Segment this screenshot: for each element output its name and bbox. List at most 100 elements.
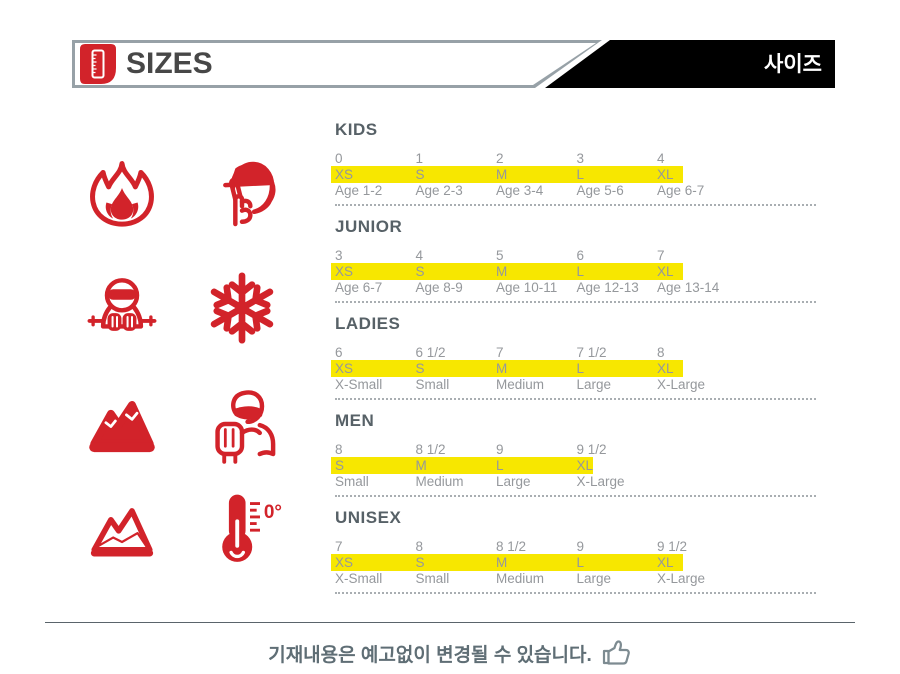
size-label-row: X-Small Small Medium Large X-Large xyxy=(335,571,816,587)
size-number: 9 xyxy=(496,442,504,457)
size-code: L xyxy=(576,555,585,570)
mountain-peaks-outline-icon xyxy=(82,492,162,572)
size-section-title: KIDS xyxy=(335,120,378,139)
size-number: 7 xyxy=(496,345,504,360)
size-number-row: 7 8 8 1/2 9 9 1/2 xyxy=(335,539,816,555)
skier-icon xyxy=(82,272,162,352)
size-label: Age 13-14 xyxy=(657,280,720,295)
size-code: XL xyxy=(576,458,594,473)
size-label: Medium xyxy=(415,474,464,489)
size-code: XL xyxy=(657,264,674,279)
size-number: 6 xyxy=(335,345,343,360)
thumbs-up-icon xyxy=(602,640,630,665)
size-label-row: Age 6-7 Age 8-9 Age 10-11 Age 12-13 Age 13-1… xyxy=(335,280,816,296)
size-label: X-Small xyxy=(335,571,383,586)
size-code: XS xyxy=(335,264,354,279)
size-code: S xyxy=(415,361,425,376)
size-code: L xyxy=(576,361,585,376)
size-number-row: 0 1 2 3 4 xyxy=(335,151,816,167)
size-section-title: LADIES xyxy=(335,314,401,333)
size-number: 3 xyxy=(576,151,585,166)
size-number: 6 xyxy=(576,248,585,263)
size-label: Small xyxy=(415,377,450,392)
size-label-row: X-Small Small Medium Large X-Large xyxy=(335,377,816,393)
size-label: Age 2-3 xyxy=(415,183,463,198)
size-code: XS xyxy=(335,361,354,376)
yellow-highlight-bar xyxy=(331,263,683,280)
size-number: 6 1/2 xyxy=(415,345,446,360)
flame-icon xyxy=(82,158,162,238)
footer-notice: 기재내용은 예고없이 변경될 수 있습니다. xyxy=(268,644,592,666)
size-code: M xyxy=(496,264,508,279)
size-code-row: XS S M L XL xyxy=(331,360,816,377)
size-section: MEN 8 8 1/2 9 9 1/2 S M L XL Small Medium Large X… xyxy=(331,411,816,497)
size-section: JUNIOR 3 4 5 6 7 XS S M L XL Age 6-7 Age 8-9 Age 1… xyxy=(331,217,816,303)
footer: 기재내용은 예고없이 변경될 수 있습니다. xyxy=(0,632,900,674)
size-code: S xyxy=(335,458,345,473)
size-number: 9 1/2 xyxy=(657,539,688,554)
size-code-row: XS S M L XL xyxy=(331,554,816,571)
yellow-highlight-bar xyxy=(331,457,593,474)
mountain-peaks-filled-icon xyxy=(82,386,162,466)
size-number: 7 xyxy=(335,539,343,554)
size-label: Medium xyxy=(496,571,545,586)
size-code: L xyxy=(496,458,504,473)
size-code: XL xyxy=(657,361,674,376)
size-number: 1 xyxy=(415,151,424,166)
dotted-separator xyxy=(335,204,816,206)
size-number-row: 6 6 1/2 7 7 1/2 8 xyxy=(335,345,816,361)
size-number: 8 xyxy=(657,345,665,360)
size-number: 0 xyxy=(335,151,343,166)
size-label: Large xyxy=(496,474,531,489)
size-code: L xyxy=(576,167,585,182)
ruler-icon xyxy=(80,44,116,84)
size-code: S xyxy=(415,167,425,182)
yellow-highlight-bar xyxy=(331,166,683,183)
size-label: Small xyxy=(335,474,369,489)
size-code: M xyxy=(496,167,508,182)
size-number: 7 xyxy=(657,248,665,263)
size-code: L xyxy=(576,264,585,279)
size-label: Large xyxy=(576,377,612,392)
snowflake-icon xyxy=(202,268,282,348)
size-number: 8 xyxy=(415,539,424,554)
size-number: 7 1/2 xyxy=(576,345,607,360)
size-number: 4 xyxy=(657,151,665,166)
size-number: 8 1/2 xyxy=(415,442,446,457)
size-label: Age 6-7 xyxy=(335,280,383,295)
yellow-highlight-bar xyxy=(331,554,683,571)
size-label: Medium xyxy=(496,377,545,392)
footer-divider xyxy=(45,622,855,623)
size-code: XS xyxy=(335,555,354,570)
size-number: 5 xyxy=(496,248,504,263)
size-label-row: Age 1-2 Age 2-3 Age 3-4 Age 5-6 Age 6-7 xyxy=(335,183,816,199)
page-title: SIZES xyxy=(126,47,213,80)
size-section-title: MEN xyxy=(335,411,375,430)
korean-title: 사이즈 xyxy=(764,53,822,76)
size-code: XL xyxy=(657,167,674,182)
size-code: XS xyxy=(335,167,354,182)
size-label: Large xyxy=(576,571,612,586)
size-label: Age 3-4 xyxy=(496,183,544,198)
gloved-person-icon xyxy=(202,384,282,464)
size-number: 2 xyxy=(496,151,504,166)
face-protection-icon xyxy=(202,154,282,234)
yellow-highlight-bar xyxy=(331,360,683,377)
size-code-row: XS S M L XL xyxy=(331,263,816,280)
size-label: X-Large xyxy=(657,377,706,392)
size-number-row: 3 4 5 6 7 xyxy=(335,248,816,264)
size-number: 8 1/2 xyxy=(496,539,527,554)
size-number: 9 1/2 xyxy=(576,442,607,457)
size-section: KIDS 0 1 2 3 4 XS S M L XL Age 1-2 Age 2-3 Age 3-4… xyxy=(331,120,816,206)
dotted-separator xyxy=(335,592,816,594)
size-code: M xyxy=(496,361,508,376)
size-number: 3 xyxy=(335,248,343,263)
size-label: X-Small xyxy=(335,377,383,392)
size-label: Small xyxy=(415,571,450,586)
size-section-title: UNISEX xyxy=(335,508,402,527)
size-section-title: JUNIOR xyxy=(335,217,403,236)
size-code: M xyxy=(415,458,427,473)
thermometer-icon: 0° xyxy=(200,488,282,568)
size-number: 4 xyxy=(415,248,424,263)
